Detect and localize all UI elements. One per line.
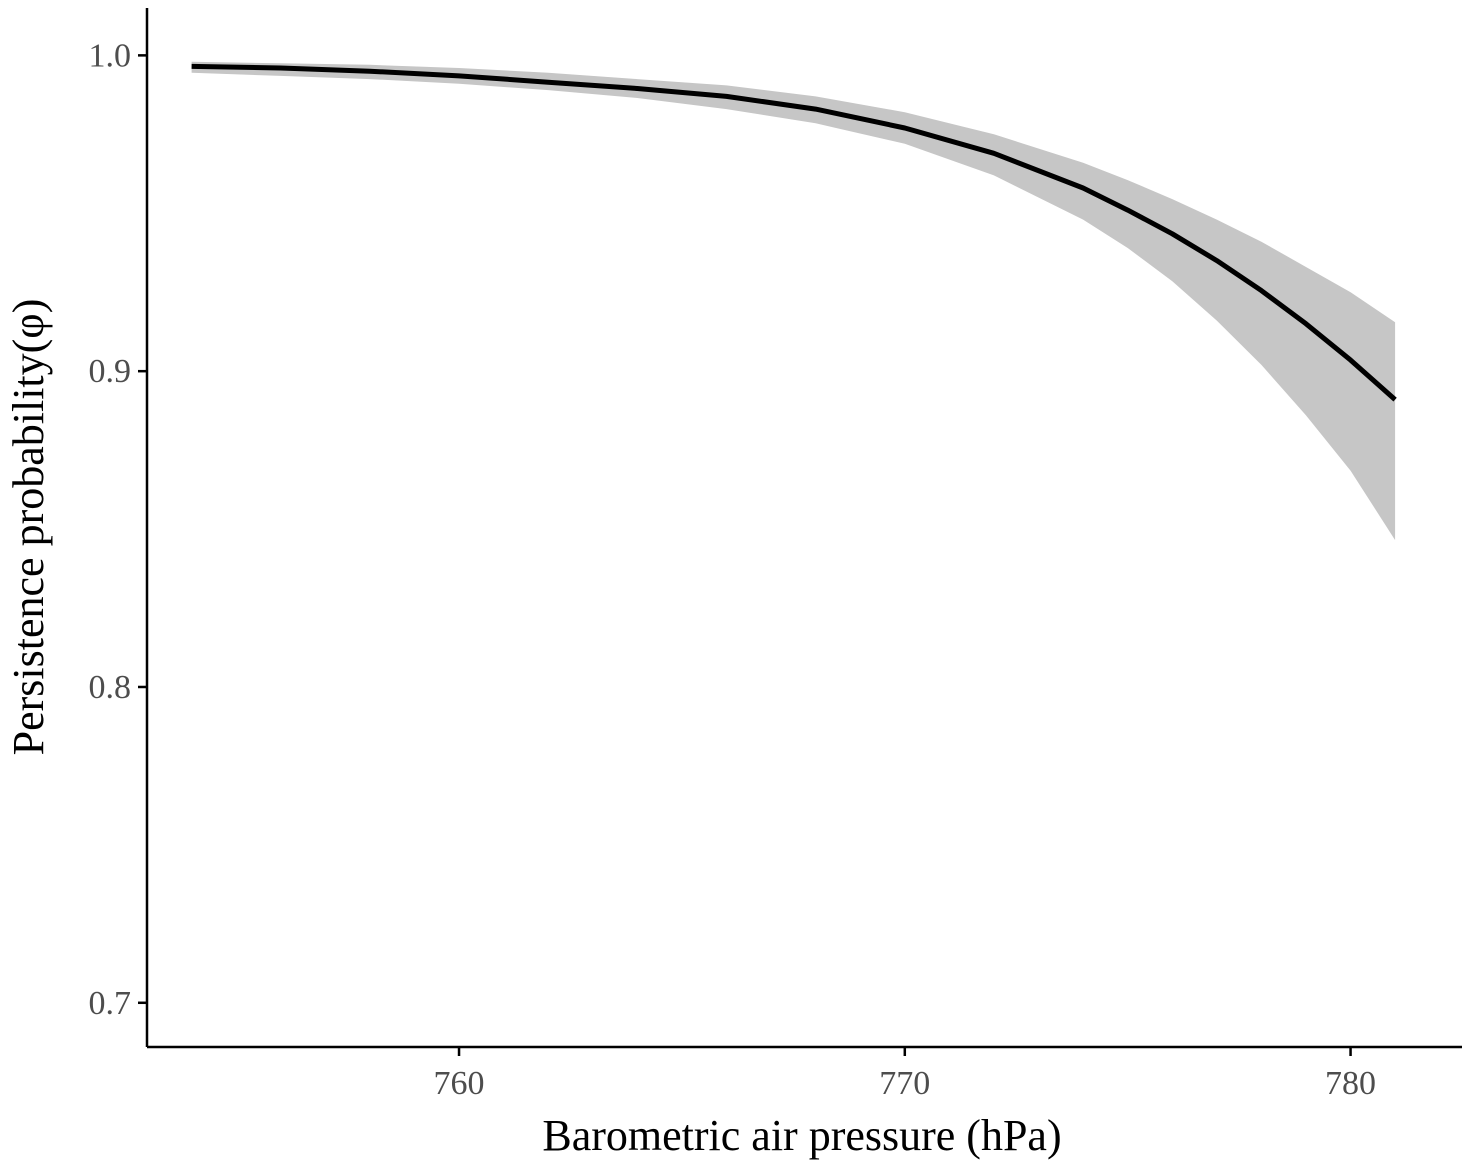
x-axis-title: Barometric air pressure (hPa) xyxy=(542,1111,1061,1160)
fitted-line xyxy=(191,63,1397,402)
y-tick-label: 1.0 xyxy=(89,37,132,74)
x-tick-label: 770 xyxy=(879,1065,930,1102)
x-tick-label: 760 xyxy=(434,1065,485,1102)
plot-panel xyxy=(191,61,1397,541)
y-tick-label: 0.8 xyxy=(89,669,132,706)
y-axis-title: Persistence probability(φ) xyxy=(4,299,53,756)
x-tick-label: 780 xyxy=(1325,1065,1376,1102)
y-tick-label: 0.7 xyxy=(89,985,132,1022)
y-tick-label: 0.9 xyxy=(89,353,132,390)
confidence-ribbon xyxy=(191,61,1396,541)
axes: 0.7 0.8 0.9 1.0 760 770 780 xyxy=(89,8,1462,1102)
